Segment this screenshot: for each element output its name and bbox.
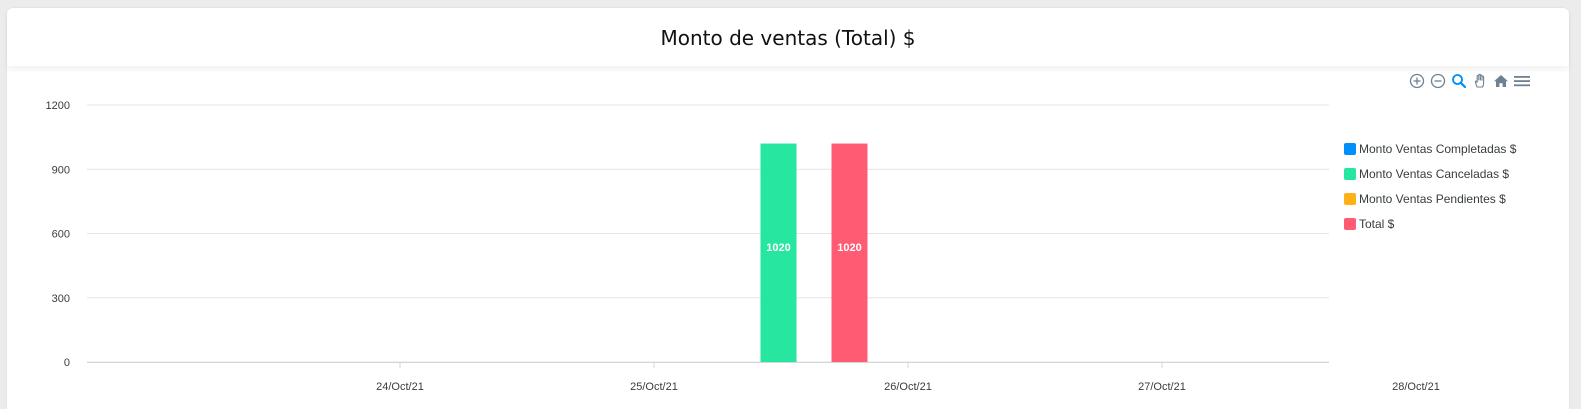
legend-swatch bbox=[1344, 167, 1356, 180]
legend-swatch bbox=[1344, 142, 1356, 155]
home-icon[interactable] bbox=[1491, 72, 1510, 90]
x-tick-label: 27/Oct/21 bbox=[1138, 381, 1186, 393]
chart-legend: Monto Ventas Completadas $ Monto Ventas … bbox=[1344, 136, 1516, 236]
y-tick-label: 1200 bbox=[46, 100, 70, 112]
y-tick-label: 900 bbox=[52, 164, 70, 176]
pan-icon[interactable] bbox=[1470, 72, 1489, 90]
data-label: 1020 bbox=[766, 242, 790, 254]
x-tick-label: 28/Oct/21 bbox=[1392, 381, 1440, 393]
x-tick-label: 24/Oct/21 bbox=[376, 381, 424, 393]
card-header: Monto de ventas (Total) $ bbox=[7, 8, 1569, 66]
legend-item-total[interactable]: Total $ bbox=[1344, 211, 1516, 236]
zoom-out-icon[interactable] bbox=[1428, 72, 1447, 90]
legend-item-pendientes[interactable]: Monto Ventas Pendientes $ bbox=[1344, 186, 1516, 211]
bar bbox=[760, 143, 797, 362]
menu-icon[interactable] bbox=[1512, 72, 1531, 90]
x-tick-label: 25/Oct/21 bbox=[630, 381, 678, 393]
bar bbox=[831, 143, 868, 362]
chart-title: Monto de ventas (Total) $ bbox=[660, 26, 916, 50]
legend-swatch bbox=[1344, 192, 1356, 205]
legend-label: Monto Ventas Canceladas $ bbox=[1359, 166, 1510, 181]
y-tick-label: 600 bbox=[52, 229, 70, 241]
chart-toolbar bbox=[1407, 72, 1531, 90]
zoom-selection-icon[interactable] bbox=[1449, 72, 1468, 90]
legend-label: Monto Ventas Completadas $ bbox=[1359, 141, 1517, 156]
legend-item-completadas[interactable]: Monto Ventas Completadas $ bbox=[1344, 136, 1516, 161]
data-label: 1020 bbox=[837, 242, 861, 254]
x-tick-label: 26/Oct/21 bbox=[884, 381, 932, 393]
legend-swatch bbox=[1344, 217, 1356, 230]
legend-label: Monto Ventas Pendientes $ bbox=[1359, 191, 1506, 206]
zoom-in-icon[interactable] bbox=[1407, 72, 1426, 90]
y-tick-label: 0 bbox=[64, 357, 70, 369]
legend-label: Total $ bbox=[1359, 216, 1395, 231]
legend-item-canceladas[interactable]: Monto Ventas Canceladas $ bbox=[1344, 161, 1516, 186]
y-tick-label: 300 bbox=[52, 293, 70, 305]
